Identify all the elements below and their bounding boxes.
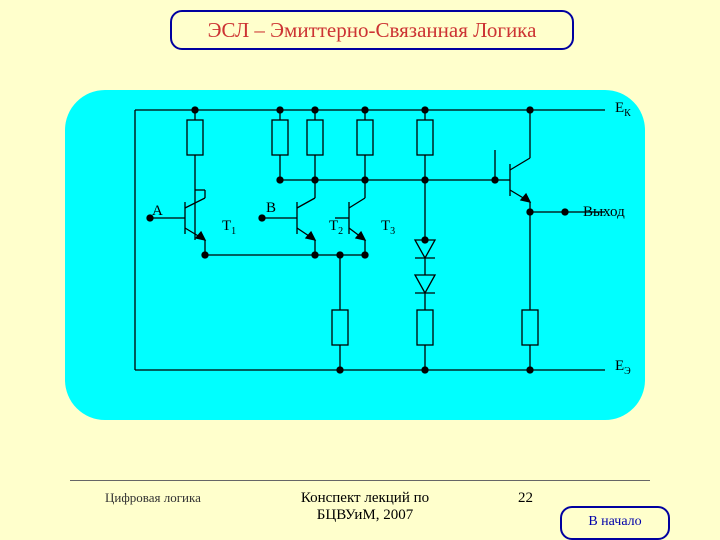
circuit-svg	[65, 90, 645, 420]
footer-left: Цифровая логика	[105, 490, 201, 506]
footer-divider	[70, 480, 650, 481]
title-box: ЭСЛ – Эмиттерно-Связанная Логика	[170, 10, 574, 50]
slide: ЭСЛ – Эмиттерно-Связанная Логика A B T1 …	[0, 0, 720, 540]
nav-start-button[interactable]: В начало	[560, 506, 670, 540]
footer-center: Конспект лекций поБЦВУиМ, 2007	[255, 490, 475, 524]
page-title: ЭСЛ – Эмиттерно-Связанная Логика	[208, 18, 537, 43]
nav-label: В начало	[588, 514, 641, 530]
page-number: 22	[518, 490, 533, 507]
